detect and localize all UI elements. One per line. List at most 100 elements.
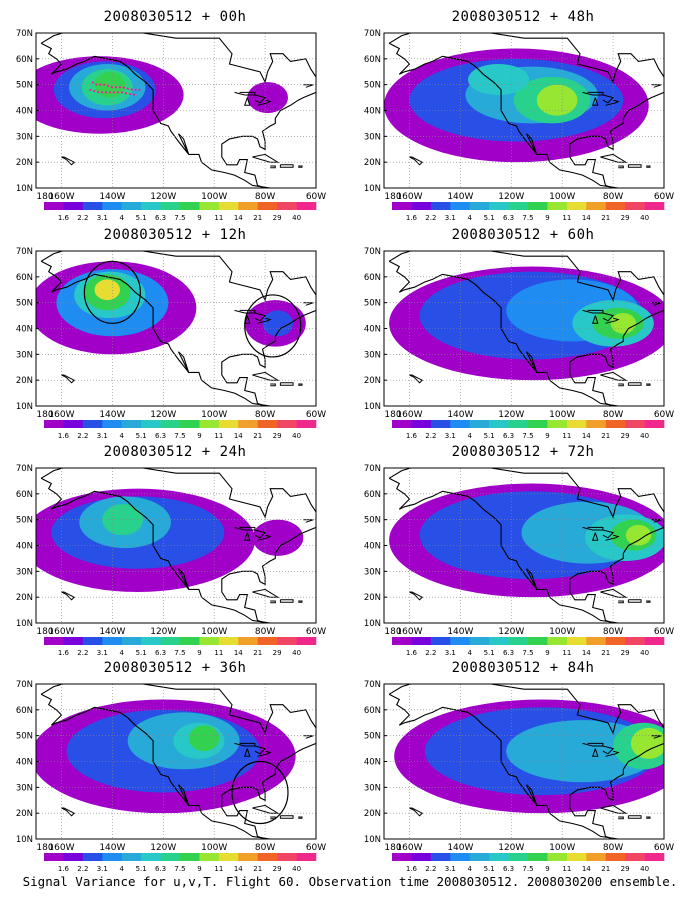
lon-tick-label: 180 bbox=[36, 843, 53, 853]
colorbar-label: 9 bbox=[197, 214, 201, 222]
field-layer bbox=[36, 684, 316, 839]
lat-tick-label: 20N bbox=[16, 158, 33, 168]
island-outline bbox=[257, 534, 272, 541]
colorbar-swatch bbox=[296, 202, 317, 210]
island-outline bbox=[252, 588, 280, 598]
colorbar-label: 14 bbox=[582, 865, 591, 873]
island-outline bbox=[600, 804, 628, 814]
panel-title: 2008030512 + 36h bbox=[103, 660, 247, 676]
lat-tick-label: 20N bbox=[16, 593, 33, 603]
island-outline bbox=[257, 317, 272, 324]
coastline bbox=[388, 42, 619, 188]
colorbar-label: 9 bbox=[545, 214, 549, 222]
variance-contour bbox=[94, 279, 120, 301]
colorbar-swatch bbox=[141, 853, 161, 861]
lat-tick-label: 60N bbox=[364, 55, 381, 65]
colorbar-label: 11 bbox=[214, 432, 223, 440]
colorbar-label: 7.5 bbox=[522, 649, 533, 657]
variance-contour bbox=[188, 725, 220, 752]
colorbar-swatch bbox=[489, 202, 509, 210]
lon-tick-label: 60W bbox=[306, 410, 326, 420]
colorbar-swatch bbox=[63, 420, 84, 428]
colorbar-swatch bbox=[625, 637, 645, 645]
colorbar-label: 11 bbox=[562, 432, 571, 440]
island-outline bbox=[618, 600, 624, 604]
colorbar-label: 11 bbox=[562, 865, 571, 873]
lat-tick-label: 10N bbox=[16, 619, 33, 629]
coastline bbox=[388, 477, 619, 623]
colorbar-swatch bbox=[489, 637, 509, 645]
lat-tick-label: 50N bbox=[16, 299, 33, 309]
colorbar-swatch bbox=[566, 202, 587, 210]
map-panel-12h: 2008030512 + 12h 70N 60N 50N 40N 30N 20N 10N 18… bbox=[10, 226, 340, 440]
lat-tick-label: 20N bbox=[364, 158, 381, 168]
colorbar-swatch bbox=[199, 637, 220, 645]
colorbar-swatch bbox=[644, 637, 665, 645]
colorbar-swatch bbox=[489, 853, 509, 861]
colorbar-swatch bbox=[296, 420, 317, 428]
map-panel-00h: 2008030512 + 00h 70N 60N 50N 40N 30N 20N 10N 18… bbox=[10, 8, 340, 222]
lat-tick-label: 10N bbox=[16, 835, 33, 845]
colorbar-label: 6.3 bbox=[503, 214, 514, 222]
island-outline bbox=[279, 815, 294, 819]
colorbar-swatch bbox=[392, 202, 412, 210]
island-outline bbox=[592, 748, 599, 757]
variance-contour bbox=[610, 313, 636, 334]
lon-tick-label: 60W bbox=[306, 843, 326, 853]
colorbar-swatch bbox=[469, 853, 490, 861]
lat-tick-label: 70N bbox=[364, 247, 381, 257]
colorbar-label: 40 bbox=[292, 432, 301, 440]
colorbar-label: 9 bbox=[197, 432, 201, 440]
colorbar-swatch bbox=[508, 202, 529, 210]
colorbar-swatch bbox=[121, 420, 142, 428]
island-outline bbox=[646, 383, 651, 386]
colorbar-swatch bbox=[450, 637, 471, 645]
colorbar-swatch bbox=[411, 853, 432, 861]
colorbar-swatch bbox=[82, 420, 103, 428]
variance-contour bbox=[247, 82, 288, 114]
island-outline bbox=[315, 305, 316, 307]
island-outline bbox=[61, 374, 76, 384]
colorbar-label: 5.1 bbox=[484, 649, 495, 657]
colorbar-swatch bbox=[547, 853, 568, 861]
lon-tick-label: 140W bbox=[99, 192, 125, 202]
colorbar-swatch bbox=[257, 202, 278, 210]
colorbar-swatch bbox=[141, 637, 161, 645]
colorbar-swatch bbox=[238, 853, 259, 861]
colorbar-swatch bbox=[102, 637, 123, 645]
island-outline bbox=[315, 87, 316, 89]
island-outline bbox=[252, 153, 280, 163]
panel-title: 2008030512 + 60h bbox=[451, 227, 595, 243]
colorbar-swatch bbox=[605, 637, 626, 645]
lat-tick-label: 40N bbox=[16, 542, 33, 552]
colorbar-swatch bbox=[605, 853, 626, 861]
colorbar-label: 29 bbox=[273, 432, 282, 440]
coastline bbox=[388, 693, 619, 839]
island-outline bbox=[602, 745, 615, 755]
lon-tick-label: 180 bbox=[384, 410, 401, 420]
lon-tick-label: 160W bbox=[396, 843, 422, 853]
lon-tick-label: 140W bbox=[447, 410, 473, 420]
field-layer bbox=[36, 468, 316, 623]
lon-tick-label: 120W bbox=[498, 627, 524, 637]
variance-contour bbox=[536, 84, 578, 116]
lon-tick-label: 60W bbox=[306, 192, 326, 202]
island-outline bbox=[298, 165, 303, 168]
colorbar-label: 14 bbox=[234, 214, 243, 222]
colorbar-label: 40 bbox=[292, 214, 301, 222]
map-panel-60h: 2008030512 + 60h 70N 60N 50N 40N 30N 20N 10N 18… bbox=[358, 226, 688, 440]
colorbar-label: 7.5 bbox=[174, 865, 185, 873]
map-panel-36h: 2008030512 + 36h 70N 60N 50N 40N 30N 20N 10N 18… bbox=[10, 659, 340, 873]
island-outline bbox=[602, 94, 615, 104]
colorbar-swatch bbox=[430, 202, 451, 210]
lon-tick-label: 140W bbox=[99, 843, 125, 853]
colorbar-swatch bbox=[180, 202, 200, 210]
colorbar-swatch bbox=[430, 637, 451, 645]
colorbar-swatch bbox=[180, 853, 200, 861]
lon-tick-label: 60W bbox=[654, 843, 674, 853]
colorbar-label: 9 bbox=[197, 649, 201, 657]
island-outline bbox=[627, 382, 642, 386]
island-outline bbox=[592, 315, 599, 324]
island-outline bbox=[600, 371, 628, 381]
